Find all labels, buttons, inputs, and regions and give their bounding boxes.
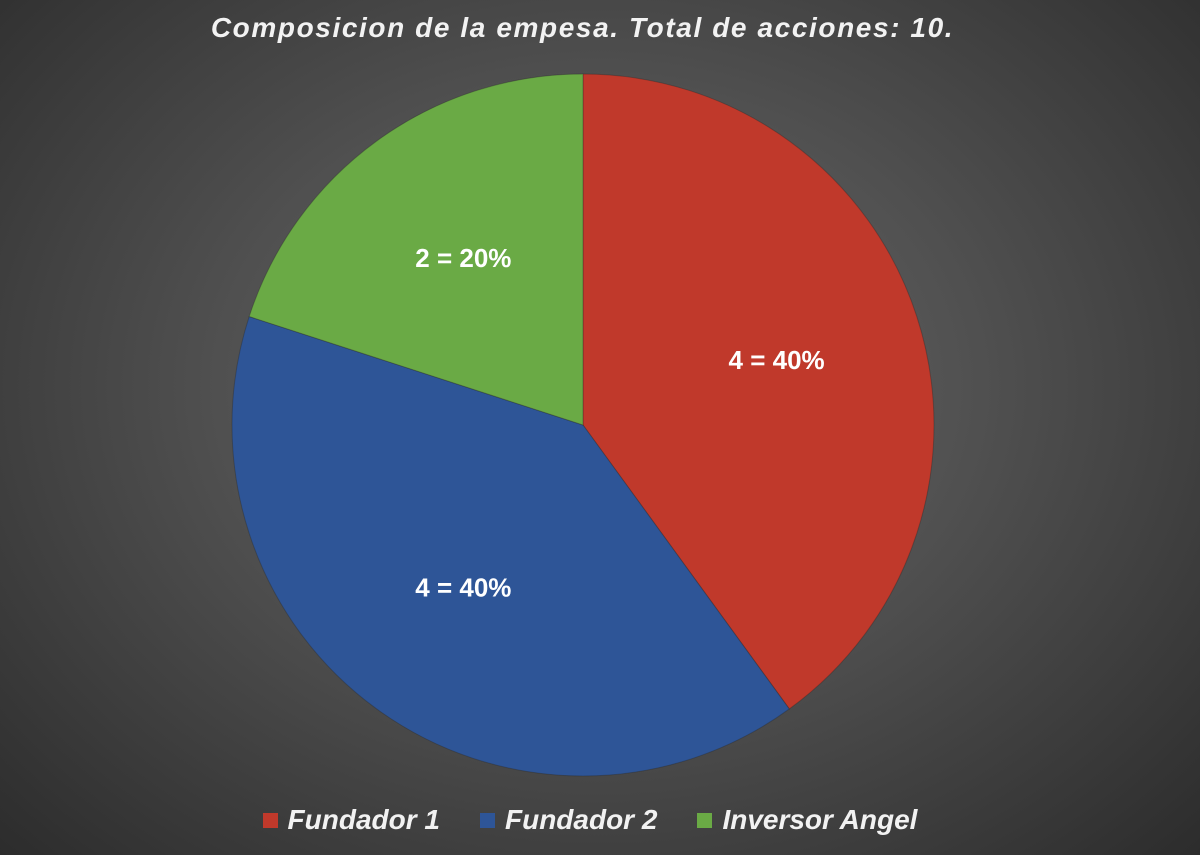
legend-label: Inversor Angel (722, 804, 918, 835)
legend-item-fundador-2: Fundador 2 (479, 804, 658, 836)
data-label-fundador-1: 4 = 40% (729, 345, 825, 375)
legend-item-inversor-angel: Inversor Angel (697, 804, 917, 836)
data-label-inversor-angel: 2 = 20% (415, 243, 511, 273)
legend-label: Fundador 1 (287, 804, 440, 835)
pie-slice-fundador-2 (231, 315, 791, 777)
data-label-fundador-2: 4 = 40% (415, 573, 511, 603)
legend-swatch (479, 812, 495, 828)
pie-slice-fundador-1 (582, 73, 935, 710)
legend: Fundador 1 Fundador 2 Inversor Angel (0, 804, 1180, 836)
legend-swatch (262, 812, 278, 828)
chart-title: Composicion de la empesa. Total de accio… (210, 12, 955, 43)
legend-label: Fundador 2 (504, 804, 658, 835)
pie-slice-inversor-angel (248, 73, 584, 426)
legend-swatch (697, 812, 713, 828)
legend-item-fundador-1: Fundador 1 (262, 804, 440, 836)
